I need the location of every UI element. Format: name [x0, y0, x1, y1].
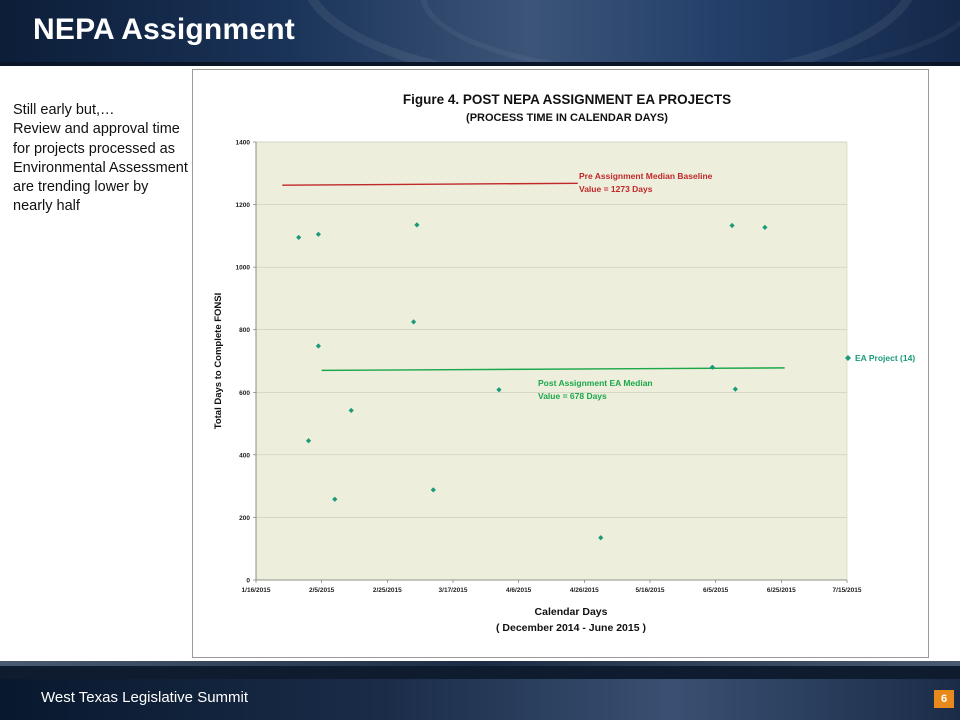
median-annotation: Post Assignment EA Median Value = 678 Da… [538, 378, 653, 401]
x-tick-label: 6/25/2015 [767, 587, 796, 594]
data-point [496, 387, 502, 393]
slide-notes: Still early but,… Review and approval ti… [13, 101, 191, 217]
y-tick-label: 400 [239, 452, 250, 459]
data-point [332, 496, 338, 502]
x-axis-label: Calendar Days [535, 606, 608, 618]
plot-area [255, 141, 848, 581]
slide-title: NEPA Assignment [33, 13, 295, 46]
legend-label: EA Project (14) [855, 353, 915, 363]
legend-marker [845, 355, 851, 361]
x-tick-label: 5/16/2015 [636, 587, 665, 594]
header-banner: NEPA Assignment [0, 0, 960, 66]
data-point [729, 222, 735, 229]
note-line: Review and approval time for projects pr… [13, 121, 188, 215]
x-tick-label: 4/26/2015 [570, 587, 599, 594]
y-axis-label: Total Days to Complete FONSI [213, 293, 224, 430]
baseline-label: Pre Assignment Median Baseline [579, 171, 713, 181]
legend: EA Project (14) [845, 353, 915, 363]
y-tick-label: 1000 [236, 265, 251, 272]
data-point [762, 224, 768, 231]
chart-subtitle: (PROCESS TIME IN CALENDAR DAYS) [466, 112, 668, 124]
footer: West Texas Legislative Summit 6 [0, 661, 960, 720]
data-point [709, 364, 715, 370]
x-tick-label: 6/5/2015 [703, 587, 729, 594]
x-tick-label: 2/5/2015 [309, 587, 335, 594]
x-tick-label: 1/16/2015 [242, 587, 271, 594]
y-tick-label: 800 [239, 327, 250, 334]
y-tick-label: 200 [239, 515, 250, 522]
data-point [430, 487, 436, 493]
header-stripe [0, 62, 960, 66]
post-assignment-median-line [321, 367, 785, 372]
x-tick-label: 4/6/2015 [506, 587, 532, 594]
y-tick-label: 600 [239, 390, 250, 397]
scatter-chart: 0 200 400 600 800 1000 1200 1400 1/16/2015 2/5/20… [213, 92, 915, 634]
data-point [598, 535, 604, 541]
x-tick-label: 7/15/2015 [833, 587, 862, 594]
note-line: Still early but,… [13, 102, 115, 118]
data-point [732, 386, 738, 392]
x-tick-label: 2/25/2015 [373, 587, 402, 594]
median-value: Value = 678 Days [538, 391, 607, 401]
y-tick-label: 0 [246, 578, 250, 585]
x-tick-label: 3/17/2015 [439, 587, 468, 594]
y-tick-label: 1200 [236, 202, 251, 209]
data-point [305, 438, 312, 444]
footer-divider [0, 661, 960, 666]
footer-text: West Texas Legislative Summit [41, 689, 249, 706]
y-tick-label: 1400 [236, 140, 251, 147]
median-label: Post Assignment EA Median [538, 378, 653, 388]
x-axis-label-sub: ( December 2014 - June 2015 ) [496, 622, 646, 634]
chart-title: Figure 4. POST NEPA ASSIGNMENT EA PROJEC… [403, 92, 731, 107]
data-point [348, 407, 354, 414]
baseline-value: Value = 1273 Days [579, 184, 653, 194]
footer-band [0, 666, 960, 679]
chart-frame: 0 200 400 600 800 1000 1200 1400 1/16/2015 2/5/20… [192, 69, 929, 658]
baseline-median-line [282, 182, 578, 186]
page-number-badge: 6 [934, 690, 954, 708]
baseline-annotation: Pre Assignment Median Baseline Value = 1… [579, 171, 713, 194]
footer-bar [0, 679, 960, 720]
